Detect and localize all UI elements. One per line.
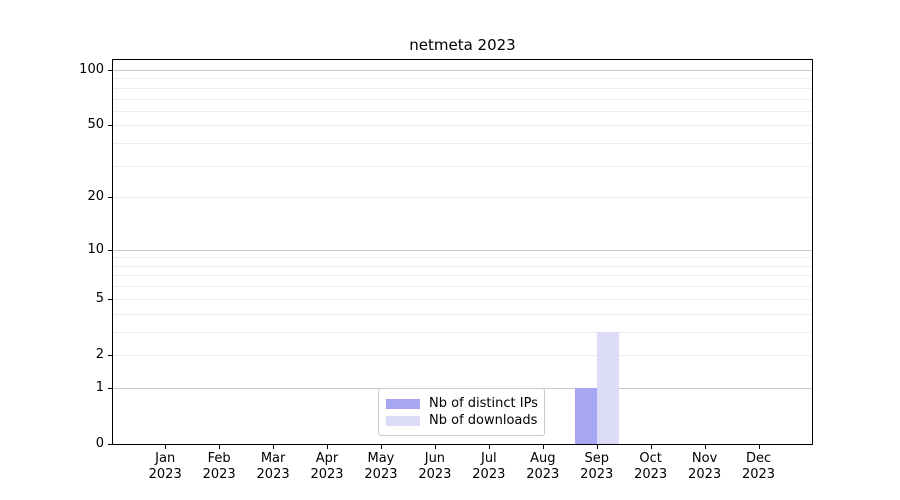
gridline-minor [113,125,812,127]
x-tick-label: Sep 2023 [580,451,614,482]
gridline-minor [113,110,812,112]
x-tick-mark [327,445,329,449]
x-tick-label: Dec 2023 [741,451,776,482]
gridline-minor [113,313,812,315]
x-tick-label: Mar 2023 [256,451,290,482]
y-tick-mark [108,354,112,356]
gridline-minor [113,165,812,167]
y-tick-mark [108,197,112,199]
gridline-minor [113,197,812,199]
x-tick-mark [273,445,275,449]
gridline-minor [113,87,812,89]
x-tick-label: Feb 2023 [202,451,236,482]
gridline-minor [113,275,812,277]
gridline-minor [113,98,812,100]
x-tick-label: Oct 2023 [634,451,668,482]
y-tick-mark [108,444,112,445]
y-tick-label: 20 [87,189,104,205]
plot-area [112,59,813,445]
x-tick-label: Jun 2023 [418,451,452,482]
x-tick-mark [650,445,652,449]
x-tick-mark [219,445,221,449]
legend-item-downloads: Nb of downloads [386,412,538,429]
legend-swatch [386,415,420,426]
x-tick-label: Nov 2023 [688,451,722,482]
x-tick-mark [165,445,167,449]
gridline-minor [113,143,812,145]
gridline-minor [113,298,812,300]
legend-label: Nb of downloads [429,413,538,428]
x-tick-label: Jan 2023 [148,451,182,482]
x-tick-mark [488,445,490,449]
y-tick-mark [108,387,112,389]
gridline-minor [113,354,812,356]
x-tick-mark [758,445,760,449]
x-tick-mark [434,445,436,449]
x-tick-mark [596,445,598,449]
y-tick-label: 10 [87,241,104,257]
bar-distinct-ips [574,387,597,444]
y-tick-label: 2 [95,346,104,362]
gridline-minor [113,265,812,267]
x-tick-mark [380,445,382,449]
legend: Nb of distinct IPs Nb of downloads [378,388,545,436]
gridline-minor [113,257,812,259]
y-tick-label: 1 [95,379,104,395]
y-tick-mark [108,125,112,127]
gridline-major [113,249,812,251]
bar-downloads [596,331,619,444]
legend-item-distinct-ips: Nb of distinct IPs [386,395,538,412]
y-tick-label: 100 [79,62,104,78]
gridline-minor [113,286,812,288]
y-tick-mark [108,298,112,300]
y-tick-mark [108,70,112,72]
y-tick-label: 0 [95,436,104,451]
y-tick-label: 50 [87,117,104,133]
gridline-major [113,70,812,72]
y-tick-mark [108,249,112,251]
legend-label: Nb of distinct IPs [429,396,538,411]
y-tick-label: 5 [95,290,104,306]
gridline-minor [113,78,812,80]
x-tick-label: Aug 2023 [526,451,560,482]
x-tick-label: Apr 2023 [310,451,344,482]
x-tick-label: Jul 2023 [472,451,506,482]
x-tick-mark [542,445,544,449]
gridline-minor [113,331,812,333]
x-tick-label: May 2023 [364,451,398,482]
chart-title: netmeta 2023 [409,36,516,54]
legend-swatch [386,398,420,409]
x-tick-mark [704,445,706,449]
